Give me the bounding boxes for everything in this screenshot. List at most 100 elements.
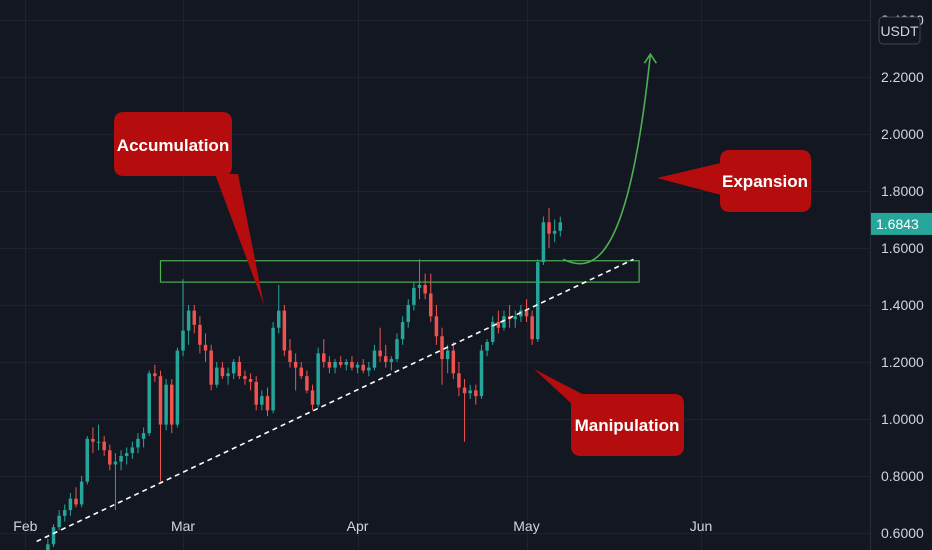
candle[interactable]	[558, 216, 563, 237]
candle[interactable]	[260, 390, 264, 411]
candle[interactable]	[468, 384, 472, 399]
candle[interactable]	[378, 327, 382, 362]
candle[interactable]	[547, 208, 551, 248]
candle[interactable]	[333, 359, 337, 374]
candle[interactable]	[434, 304, 439, 345]
candle[interactable]	[153, 364, 157, 382]
candle[interactable]	[147, 370, 151, 437]
candle[interactable]	[462, 379, 467, 442]
candle[interactable]	[417, 259, 422, 300]
candle[interactable]	[293, 353, 298, 391]
candle[interactable]	[226, 367, 230, 385]
candle[interactable]	[429, 273, 433, 323]
candle[interactable]	[231, 359, 236, 380]
candle[interactable]	[203, 333, 208, 362]
candle[interactable]	[350, 356, 354, 371]
candle[interactable]	[63, 504, 67, 522]
currency-badge[interactable]: USDT	[878, 16, 921, 45]
candle[interactable]	[220, 361, 225, 380]
candle[interactable]	[192, 304, 197, 334]
candle[interactable]	[344, 359, 349, 371]
candle[interactable]	[265, 387, 270, 417]
candle[interactable]	[474, 384, 478, 405]
candle[interactable]	[68, 493, 73, 516]
candle[interactable]	[243, 370, 247, 385]
candle[interactable]	[237, 356, 242, 380]
candle[interactable]	[175, 347, 180, 428]
candle[interactable]	[198, 316, 202, 354]
candle[interactable]	[141, 427, 146, 448]
candle[interactable]	[215, 361, 219, 388]
candle[interactable]	[96, 424, 101, 451]
candle[interactable]	[541, 216, 546, 266]
candle[interactable]	[485, 339, 489, 357]
candle[interactable]	[322, 339, 326, 368]
candle[interactable]	[552, 219, 557, 243]
candle[interactable]	[130, 441, 135, 459]
candle[interactable]	[57, 510, 61, 531]
candle[interactable]	[299, 361, 304, 380]
candle[interactable]	[440, 327, 444, 385]
candle[interactable]	[74, 487, 78, 508]
candle[interactable]	[389, 356, 394, 371]
candle[interactable]	[445, 344, 450, 374]
candle[interactable]	[412, 282, 416, 311]
candle[interactable]	[288, 339, 292, 368]
candle[interactable]	[513, 310, 517, 328]
candle[interactable]	[108, 444, 112, 471]
candle[interactable]	[536, 259, 540, 342]
candle[interactable]	[327, 356, 332, 374]
candle[interactable]	[186, 304, 191, 345]
candle[interactable]	[496, 310, 501, 334]
candle[interactable]	[400, 316, 405, 345]
candle[interactable]	[372, 344, 377, 371]
candle[interactable]	[248, 373, 253, 391]
candle[interactable]	[209, 344, 213, 391]
candle[interactable]	[254, 376, 258, 411]
candle[interactable]	[423, 273, 427, 300]
candle[interactable]	[457, 361, 461, 397]
candle-body	[248, 379, 253, 382]
candle[interactable]	[361, 359, 365, 374]
candle-body	[276, 310, 281, 328]
candle[interactable]	[51, 524, 56, 548]
candle[interactable]	[490, 316, 495, 345]
candle[interactable]	[305, 370, 309, 394]
candle[interactable]	[91, 427, 95, 454]
candle[interactable]	[136, 433, 140, 454]
candle[interactable]	[124, 447, 129, 465]
candle[interactable]	[85, 436, 90, 485]
candlestick-series[interactable]	[46, 208, 563, 550]
candle[interactable]	[119, 450, 123, 471]
candle[interactable]	[158, 370, 163, 482]
candle[interactable]	[479, 344, 484, 399]
candle[interactable]	[383, 344, 388, 368]
candle[interactable]	[79, 475, 84, 508]
candle[interactable]	[451, 341, 456, 380]
candle[interactable]	[181, 279, 185, 357]
candle[interactable]	[113, 453, 118, 511]
price-axis[interactable]: 0.6000 0.8000 1.0000 1.2000 1.4000 1.6000 1.80…	[881, 12, 924, 541]
candle[interactable]	[530, 310, 534, 345]
candle[interactable]	[316, 347, 320, 408]
candle[interactable]	[395, 333, 399, 362]
candle[interactable]	[170, 379, 174, 434]
candle[interactable]	[338, 356, 343, 368]
candle[interactable]	[46, 538, 50, 550]
x-tick-label: Feb	[13, 518, 37, 534]
candle[interactable]	[355, 361, 360, 374]
candle[interactable]	[367, 361, 371, 377]
candle[interactable]	[276, 284, 281, 334]
candle[interactable]	[282, 304, 287, 357]
candle-body	[96, 441, 101, 443]
candle[interactable]	[406, 299, 410, 328]
time-axis[interactable]: Feb Mar Apr May Jun	[13, 518, 712, 534]
candle[interactable]	[310, 384, 315, 411]
candle[interactable]	[271, 322, 275, 414]
candle-body	[350, 361, 354, 368]
candle[interactable]	[164, 379, 168, 431]
candle-body	[383, 356, 388, 362]
candle[interactable]	[519, 304, 523, 323]
candle[interactable]	[102, 436, 106, 456]
